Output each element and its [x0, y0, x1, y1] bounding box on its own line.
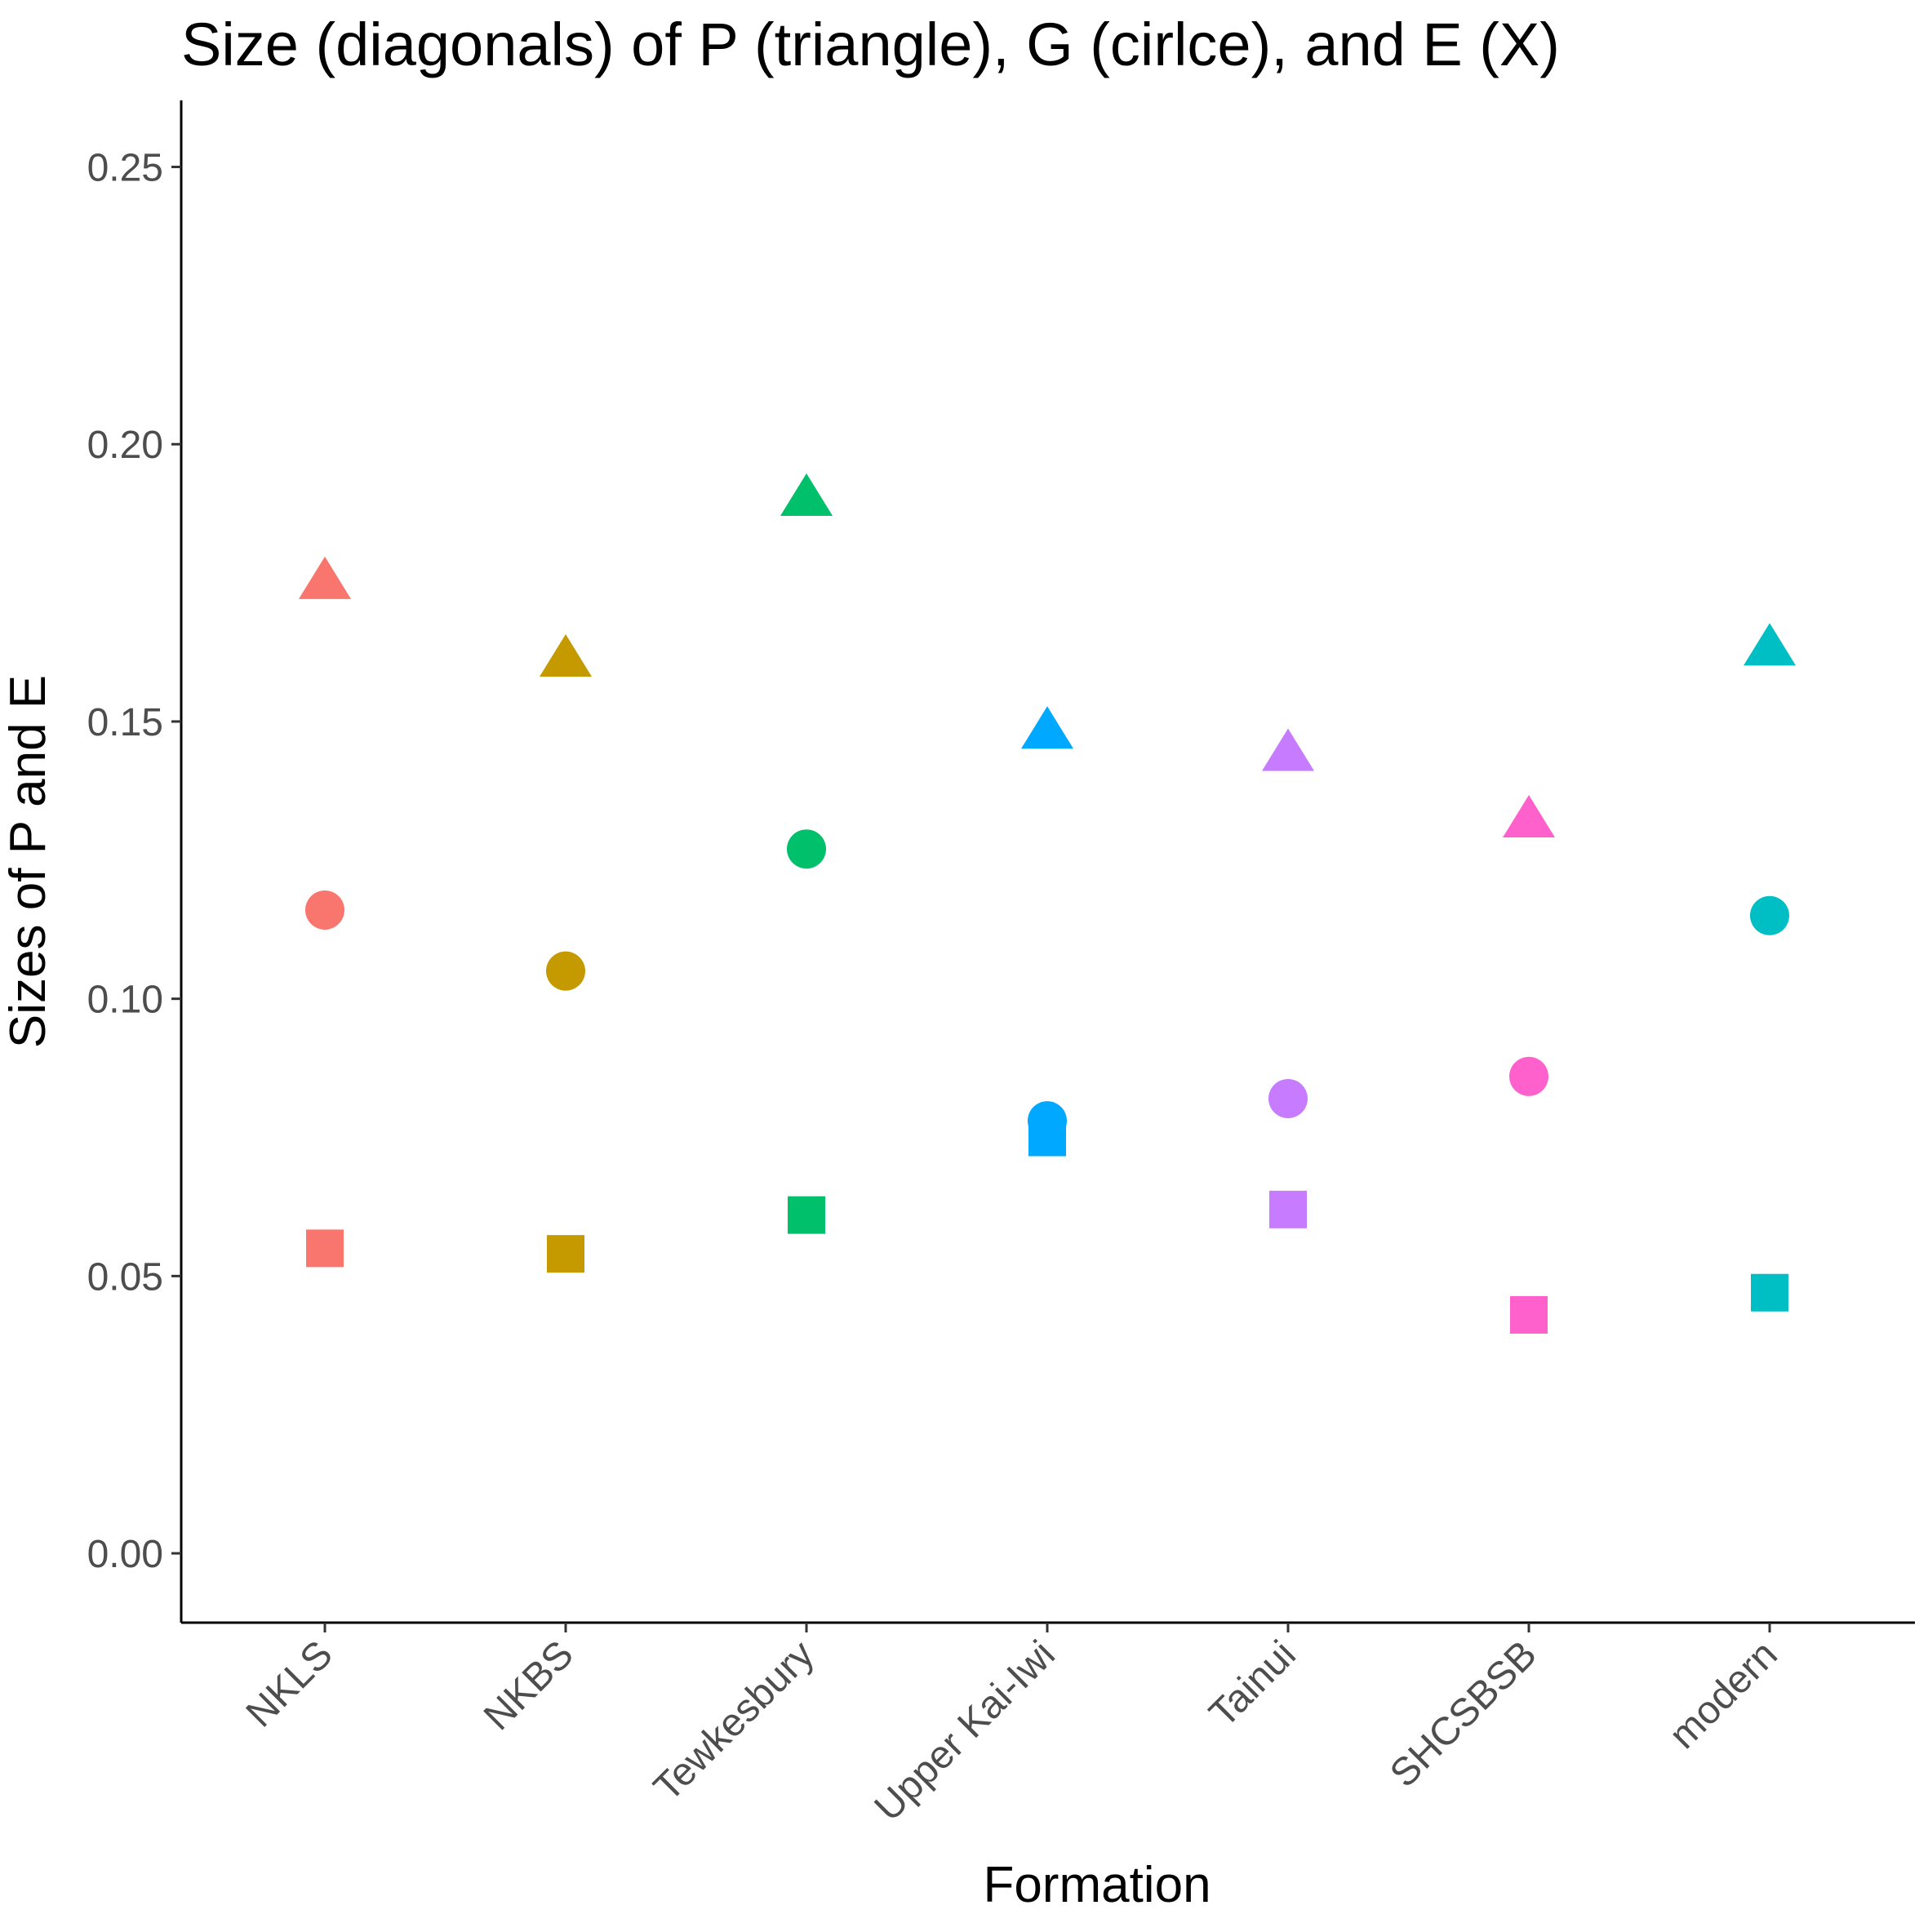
y-tick-label: 0.10 [87, 979, 163, 1022]
y-tick-label: 0.15 [87, 701, 163, 744]
triangle-point [1021, 706, 1073, 749]
circle-point [1750, 895, 1789, 935]
square-point [547, 1235, 584, 1273]
x-tick-label: Upper Kai-Iwi [867, 1632, 1064, 1829]
x-tick-label: modern [1661, 1632, 1786, 1757]
y-axis-title: Sizes of P and E [0, 675, 56, 1048]
x-tick-label: Tewkesbury [646, 1632, 823, 1810]
x-tick-label: SHCSBSB [1382, 1632, 1545, 1796]
x-tick-label: NKBS [476, 1632, 582, 1739]
circle-point [787, 829, 826, 869]
triangle-point [780, 473, 833, 516]
triangle-point [1262, 728, 1314, 771]
y-tick-label: 0.05 [87, 1255, 163, 1299]
circle-point [305, 890, 344, 930]
chart-title: Size (diagonals) of P (triangle), G (cir… [181, 11, 1560, 78]
square-point [788, 1196, 825, 1234]
triangle-point [1744, 623, 1796, 666]
square-point [306, 1229, 344, 1268]
axes: 0.00 0.05 0.10 0.15 0.20 0.25 NKLS NKBS Tewkesbu… [87, 100, 1915, 1829]
y-tick-label: 0.25 [87, 147, 163, 190]
triangle-point [540, 633, 592, 677]
square-point [1028, 1118, 1066, 1157]
data-points [299, 473, 1796, 1334]
circle-point [1509, 1056, 1548, 1096]
circle-point [546, 951, 585, 991]
square-point [1510, 1295, 1548, 1334]
y-tick-label: 0.00 [87, 1533, 163, 1576]
square-point [1751, 1273, 1788, 1312]
x-axis-title: Formation [983, 1857, 1211, 1913]
square-point [1269, 1190, 1307, 1228]
triangle-point [299, 556, 351, 599]
x-tick-label: NKLS [238, 1632, 341, 1735]
triangle-point [1503, 795, 1555, 838]
x-tick-label: Tainui [1202, 1632, 1304, 1735]
circle-point [1268, 1078, 1308, 1118]
y-tick-label: 0.20 [87, 424, 163, 467]
